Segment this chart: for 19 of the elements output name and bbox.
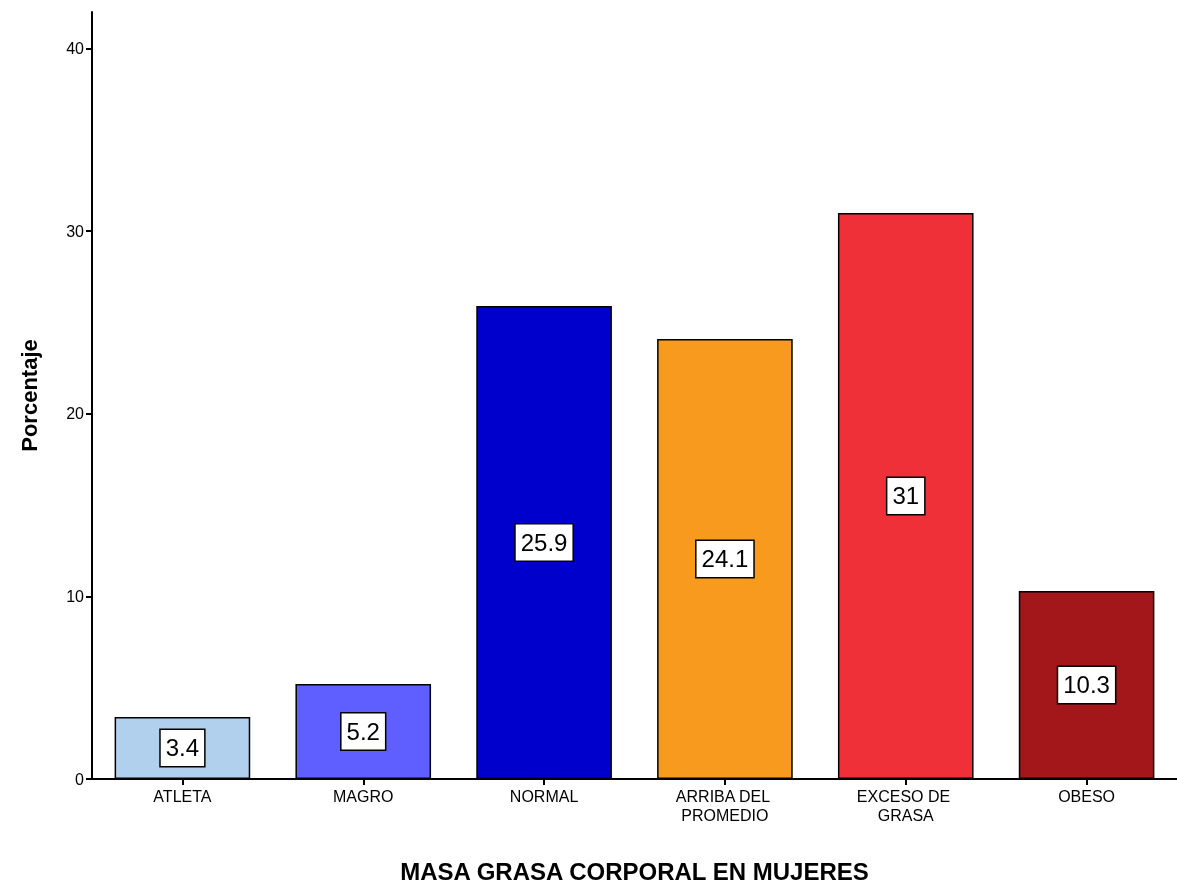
data-label: 31 — [892, 482, 920, 510]
data-label: 3.4 — [165, 734, 200, 762]
x-tick-label: OBESO — [1058, 788, 1116, 805]
y-axis-title: Porcentaje — [16, 339, 42, 452]
y-tick-label: 30 — [66, 222, 85, 240]
data-label: 24.1 — [701, 545, 749, 573]
x-axis-title: MASA GRASA CORPORAL EN MUJERES — [400, 857, 869, 885]
data-label: 5.2 — [346, 718, 380, 746]
y-tick-label: 40 — [66, 40, 85, 58]
x-tick-label: EXCESO DE GRASA — [856, 788, 955, 824]
x-tick-label: MAGRO — [333, 788, 394, 805]
x-tick-label: ATLETA — [153, 788, 212, 805]
y-tick-label: 10 — [66, 587, 85, 605]
x-tick-label: ARRIBA DEL PROMEDIO — [675, 788, 774, 824]
y-tick-label: 0 — [75, 770, 85, 788]
data-label: 25.9 — [520, 529, 568, 557]
y-tick-label: 20 — [66, 405, 85, 423]
x-tick-label: NORMAL — [509, 788, 579, 805]
data-label: 10.3 — [1063, 671, 1110, 699]
